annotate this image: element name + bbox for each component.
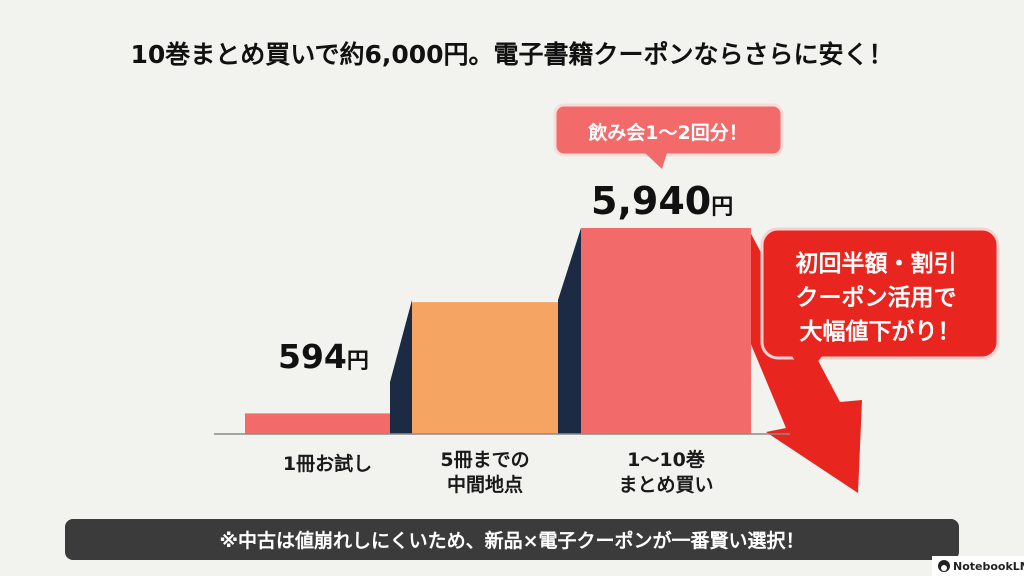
category-labels: 1冊お試し 5冊までの中間地点 1〜10巻まとめ買い	[283, 448, 714, 496]
svg-text:初回半額・割引 クーポン活用で 大幅: 初回半額・割引 クーポン活用で 大幅値下がり！	[795, 250, 964, 345]
bar-2	[412, 302, 558, 434]
bar-3	[581, 228, 751, 434]
callout-line-3: 大幅値下がり！	[800, 318, 961, 345]
value-label-1: 594円	[278, 337, 369, 376]
brand-badge: NotebookLM	[932, 556, 1024, 576]
comparison-bubble: 飲み会1〜2回分！	[553, 103, 784, 169]
connector-2-3	[558, 228, 581, 434]
note-banner: ※中古は値崩れしにくいため、新品×電子クーポンが一番賢い選択！	[65, 519, 959, 560]
bar-1	[245, 413, 390, 434]
notebooklm-icon	[938, 560, 950, 572]
callout-line-2: クーポン活用で	[795, 284, 956, 311]
chart-title: 10巻まとめ買いで約6,000円。電子書籍クーポンならさらに安く！	[130, 40, 893, 69]
discount-callout: 初回半額・割引 クーポン活用で 大幅値下がり！	[760, 227, 1000, 378]
bars	[245, 228, 751, 434]
connector-1-2	[390, 300, 412, 434]
bubble-text: 飲み会1〜2回分！	[587, 121, 747, 144]
category-label-1: 1冊お試し	[283, 452, 372, 475]
note-text: ※中古は値崩れしにくいため、新品×電子クーポンが一番賢い選択！	[219, 529, 804, 552]
category-label-2: 5冊までの中間地点	[440, 449, 529, 496]
category-label-3: 1〜10巻まとめ買い	[618, 448, 713, 496]
brand-label: NotebookLM	[953, 560, 1024, 573]
callout-line-1: 初回半額・割引	[795, 250, 956, 277]
value-label-3: 5,940円	[591, 179, 733, 223]
